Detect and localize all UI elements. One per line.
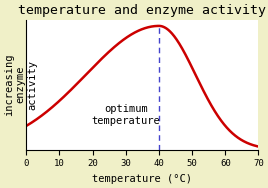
Text: optimum
temperature: optimum temperature xyxy=(91,104,160,126)
Title: temperature and enzyme activity: temperature and enzyme activity xyxy=(18,4,266,17)
Y-axis label: increasing
enzyme
activity: increasing enzyme activity xyxy=(4,53,37,116)
X-axis label: temperature (°C): temperature (°C) xyxy=(92,174,192,184)
